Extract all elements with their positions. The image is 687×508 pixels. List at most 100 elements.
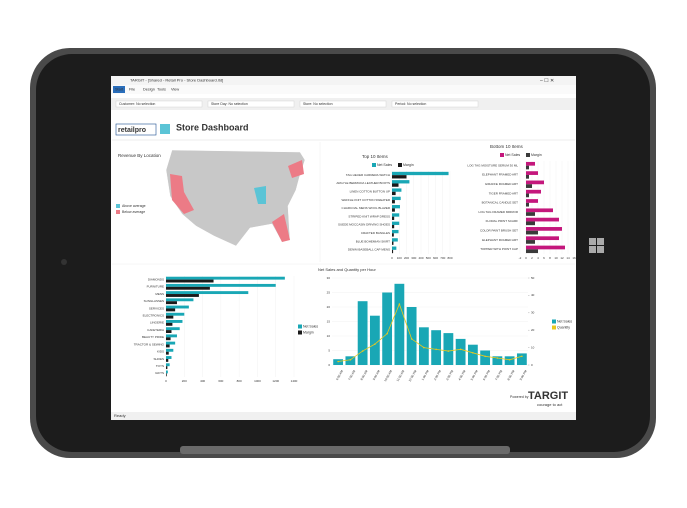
tablet-edge: [180, 446, 510, 454]
bar: [392, 238, 398, 242]
bar: [392, 183, 399, 187]
y-tick-label: FLORAL PRINT SCARF: [486, 219, 519, 223]
y-tick-label: CRAFTED BANGLES: [361, 231, 390, 235]
x-tick-label: 7:00 PM: [494, 369, 503, 381]
bar: [392, 224, 395, 229]
x-tick-label: 600: [218, 379, 223, 383]
filter-box[interactable]: [207, 100, 295, 108]
x-tick-label: 9:00 PM: [519, 369, 528, 381]
bar: [166, 358, 169, 362]
y-tick-label: BLUE BOHEMIAN SKIRT: [356, 239, 390, 243]
y2-tick-label: 50: [531, 276, 535, 280]
x-tick-label: -2: [519, 256, 522, 260]
x-tick-label: 1400: [291, 379, 298, 383]
menu-item[interactable]: View: [171, 88, 179, 92]
bar: [526, 240, 535, 244]
line: [338, 302, 522, 362]
bar: [392, 196, 401, 201]
x-tick-label: 7:00 AM: [347, 369, 356, 381]
x-tick-label: 4:00 PM: [457, 369, 466, 381]
menu-item[interactable]: Start: [115, 88, 124, 92]
filter-box[interactable]: [115, 100, 203, 108]
y-tick-label: TRACTOR & SEWING: [134, 342, 165, 346]
bar: [392, 171, 449, 176]
filter-box[interactable]: [299, 100, 387, 108]
x-tick-label: 400: [418, 256, 423, 260]
x-tick-label: 0: [165, 379, 167, 383]
y-tick-label: LINGERIE: [150, 321, 164, 325]
y-tick-label: FURNITURE: [147, 285, 164, 289]
brand: TARGIT: [528, 390, 568, 402]
legend-label: Margin: [403, 163, 414, 167]
y-tick-label: SERVICES: [149, 306, 164, 310]
menu-item[interactable]: Design: [143, 88, 155, 92]
legend-swatch: [552, 325, 556, 330]
x-tick-label: 10: [554, 256, 558, 260]
x-tick-label: 4: [537, 256, 539, 260]
bar: [526, 165, 529, 170]
y-tick-label: LOG TAG MOISTURE SERUM 30 ML: [467, 163, 518, 167]
y-tick-label: 10: [327, 334, 331, 338]
x-tick-label: 5:00 PM: [470, 369, 479, 381]
y-tick-label: SHOES: [153, 357, 164, 361]
windows-button: [589, 238, 604, 253]
menu-item[interactable]: File: [129, 88, 135, 92]
bar: [526, 208, 553, 213]
bar: [392, 241, 394, 245]
bar: [392, 246, 397, 250]
bar: [166, 294, 199, 297]
legend-swatch: [526, 153, 530, 157]
legend-label: Quantity: [557, 325, 570, 329]
bar: [392, 175, 407, 179]
y-tick-label: ELECTRONICS: [143, 313, 164, 317]
bar: [392, 233, 394, 237]
x-tick-label: 10:00 AM: [383, 369, 393, 382]
bar: [526, 199, 538, 203]
bar: [166, 363, 170, 367]
bar: [392, 191, 396, 196]
ribbon: [111, 85, 576, 94]
legend-swatch: [298, 330, 302, 335]
x-tick-label: 8:00 PM: [506, 369, 515, 381]
dashboard-title: Store Dashboard: [176, 122, 249, 132]
bar: [166, 344, 170, 348]
x-tick-label: 6:00 AM: [335, 369, 344, 381]
bar: [166, 301, 177, 305]
bar: [166, 286, 210, 290]
menu-item[interactable]: Tools: [157, 88, 166, 92]
y-tick-label: BOTANICAL CANDLE SET: [482, 201, 519, 205]
bar: [392, 221, 400, 225]
y-tick-label: MENS: [155, 292, 164, 296]
bar: [418, 327, 429, 365]
bar: [392, 205, 400, 209]
bar: [166, 351, 169, 355]
y-tick-label: TOPPER WITH POINT CAP: [480, 247, 518, 251]
y2-tick-label: 20: [531, 328, 535, 332]
bar: [467, 344, 478, 365]
bar: [480, 350, 491, 365]
us-map: [165, 149, 306, 247]
y-tick-label: ELEPHANT FRAMED ART: [482, 173, 518, 177]
y-tick-label: CAFETERIA: [147, 328, 164, 332]
window-controls[interactable]: – ☐ ✕: [540, 78, 554, 84]
x-tick-label: 0: [391, 256, 393, 260]
bar: [526, 202, 529, 207]
start-tab[interactable]: [113, 86, 125, 93]
bar: [526, 184, 532, 188]
status: Ready: [114, 413, 126, 418]
bar: [504, 356, 515, 365]
chart-title: Bottom 10 Items: [490, 144, 524, 149]
chart-title: Net Sales and Quantity per Hour: [318, 267, 376, 272]
bar: [526, 217, 559, 222]
bar: [526, 230, 538, 235]
bar: [166, 298, 194, 302]
filter-box[interactable]: [391, 100, 479, 108]
logo: retailpro: [115, 123, 170, 136]
bar: [345, 356, 356, 365]
bar: [526, 245, 565, 250]
x-tick-label: 300: [411, 256, 416, 260]
chart-title: Top 10 Items: [362, 154, 389, 159]
bar: [166, 334, 177, 338]
